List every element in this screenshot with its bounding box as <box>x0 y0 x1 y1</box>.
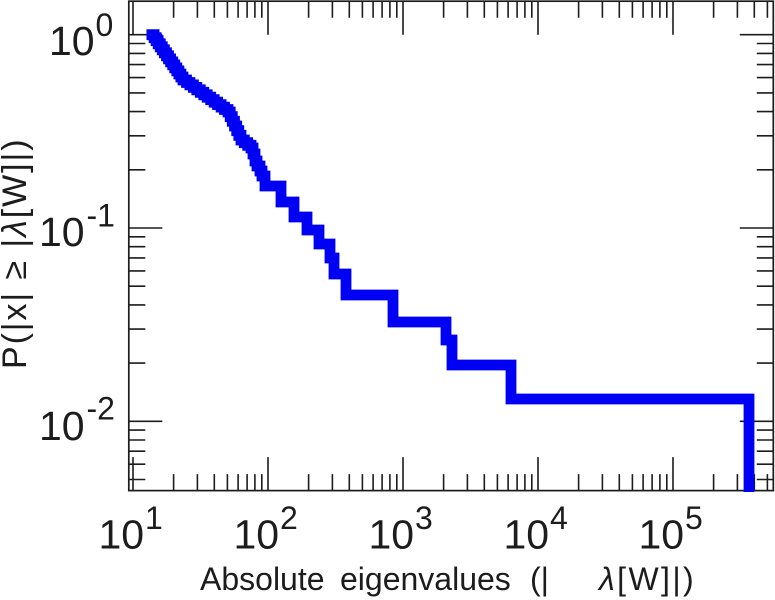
svg-text:(|: (| <box>530 561 549 597</box>
svg-text:10: 10 <box>99 512 145 558</box>
svg-text:2: 2 <box>280 500 298 536</box>
svg-text:10: 10 <box>504 512 550 558</box>
svg-text:4: 4 <box>550 500 568 536</box>
svg-text:3: 3 <box>415 500 433 536</box>
svg-text:10: 10 <box>234 512 280 558</box>
svg-text:10: 10 <box>639 512 685 558</box>
svg-text:-2: -2 <box>87 391 115 427</box>
svg-text:10: 10 <box>39 403 85 449</box>
svg-text:eigenvalues: eigenvalues <box>340 561 511 597</box>
svg-text:10: 10 <box>369 512 415 558</box>
svg-text:10: 10 <box>39 209 85 255</box>
svg-text:Absolute: Absolute <box>200 561 325 597</box>
svg-text:5: 5 <box>685 500 703 536</box>
svg-text:0: 0 <box>96 7 114 43</box>
svg-text:1: 1 <box>145 500 163 536</box>
svg-text:λ[W]|): λ[W]|) <box>597 561 696 597</box>
svg-text:-1: -1 <box>87 198 115 234</box>
svg-text:10: 10 <box>49 18 95 64</box>
svg-text:P(|x| ≥ |λ[W]|): P(|x| ≥ |λ[W]|) <box>0 138 34 369</box>
